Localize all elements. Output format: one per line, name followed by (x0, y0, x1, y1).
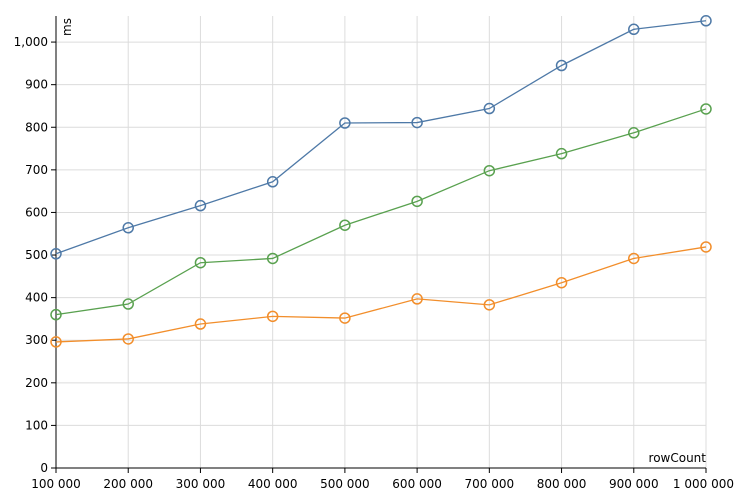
x-tick-label: 1 000 000 (673, 477, 734, 491)
x-tick-label: 100 000 (31, 477, 81, 491)
y-tick-label: 600 (25, 205, 48, 219)
y-tick-label: 300 (25, 333, 48, 347)
x-tick-label: 200 000 (103, 477, 153, 491)
data-point[interactable] (194, 199, 207, 212)
y-tick-label: 900 (25, 78, 48, 92)
data-point[interactable] (411, 293, 423, 305)
x-tick-label: 300 000 (176, 477, 226, 491)
y-tick-label: 200 (25, 376, 48, 390)
x-tick-label: 500 000 (320, 477, 370, 491)
series-1 (50, 15, 712, 260)
series-line (55, 108, 707, 316)
data-point[interactable] (411, 116, 423, 129)
x-tick-label: 900 000 (609, 477, 659, 491)
data-point[interactable] (628, 127, 640, 139)
y-axis-ticks: 0 100 200 300 400 500 600 700 800 900 1,000 (14, 35, 56, 475)
series-line (55, 20, 707, 255)
x-tick-label: 800 000 (537, 477, 587, 491)
data-point[interactable] (555, 276, 568, 289)
data-point[interactable] (122, 298, 134, 310)
data-point[interactable] (700, 15, 712, 27)
data-point[interactable] (628, 252, 640, 265)
y-tick-label: 1,000 (14, 35, 48, 49)
x-axis-ticks: 100 000 200 000 300 000 400 000 500 000 600 0… (31, 468, 734, 491)
data-point[interactable] (555, 147, 568, 160)
data-point[interactable] (483, 102, 496, 115)
data-point[interactable] (122, 222, 134, 234)
data-point[interactable] (194, 318, 207, 330)
series-layer (50, 15, 712, 348)
y-tick-label: 700 (25, 163, 48, 177)
data-point[interactable] (266, 252, 279, 265)
x-gridlines (127, 16, 707, 468)
y-gridlines (56, 41, 706, 426)
data-point[interactable] (122, 333, 134, 345)
data-point[interactable] (50, 308, 62, 321)
x-axis-title: rowCount (649, 451, 707, 465)
data-point[interactable] (483, 299, 496, 311)
y-tick-label: 800 (25, 120, 48, 134)
series-3 (50, 241, 712, 348)
data-point[interactable] (339, 117, 351, 129)
data-point[interactable] (50, 336, 62, 348)
data-point[interactable] (194, 256, 207, 269)
x-tick-label: 400 000 (248, 477, 298, 491)
y-tick-label: 100 (25, 418, 48, 432)
data-point[interactable] (339, 219, 351, 231)
series-line (55, 246, 707, 343)
y-tick-label: 400 (25, 291, 48, 305)
data-point[interactable] (339, 312, 351, 324)
series-2 (50, 103, 712, 321)
x-tick-label: 700 000 (465, 477, 515, 491)
data-point[interactable] (628, 23, 640, 36)
y-axis-title: ms (60, 18, 74, 36)
data-point[interactable] (483, 164, 496, 177)
data-point[interactable] (266, 176, 279, 188)
y-tick-label: 500 (25, 248, 48, 262)
data-point[interactable] (700, 103, 712, 115)
data-point[interactable] (266, 310, 279, 323)
data-point[interactable] (50, 248, 62, 260)
y-tick-label: 0 (40, 461, 48, 475)
data-point[interactable] (555, 59, 568, 72)
x-tick-label: 600 000 (392, 477, 442, 491)
data-point[interactable] (700, 241, 712, 253)
data-point[interactable] (411, 195, 423, 208)
